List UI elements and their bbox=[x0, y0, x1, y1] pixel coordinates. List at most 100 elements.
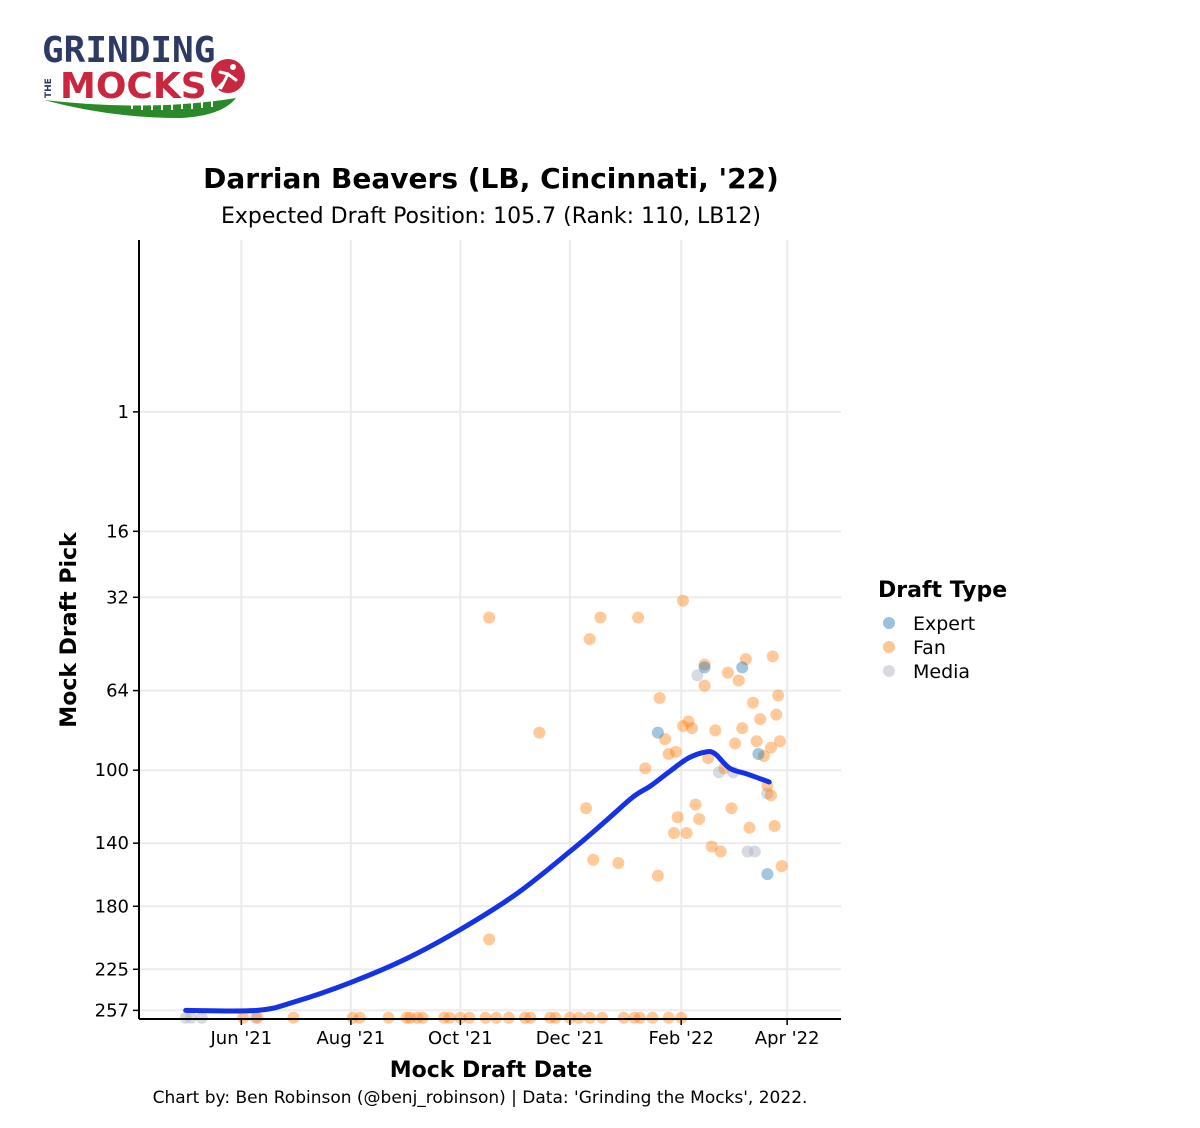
football-field-swoosh bbox=[44, 98, 236, 118]
media-point bbox=[712, 766, 725, 779]
y-axis-title: Mock Draft Pick bbox=[57, 531, 82, 728]
scatter-points bbox=[179, 594, 788, 1024]
media-point bbox=[195, 1011, 208, 1024]
expert-point bbox=[752, 747, 765, 760]
fan-point bbox=[580, 802, 593, 815]
fan-point bbox=[668, 826, 681, 839]
fan-point bbox=[612, 856, 625, 869]
y-tick-label: 180 bbox=[95, 896, 129, 917]
fan-point bbox=[563, 1011, 576, 1024]
legend-label-media: Media bbox=[913, 661, 970, 683]
legend-label-expert: Expert bbox=[913, 613, 975, 635]
x-tick-label: Feb '22 bbox=[648, 1028, 713, 1049]
expert-point bbox=[698, 661, 711, 674]
fan-point bbox=[479, 1011, 492, 1024]
fan-point bbox=[764, 789, 777, 802]
logo-the: THE bbox=[44, 78, 54, 98]
x-tick-label: Aug '21 bbox=[316, 1028, 385, 1049]
y-tick-label: 32 bbox=[106, 587, 129, 608]
fan-point bbox=[572, 1011, 585, 1024]
fan-point bbox=[750, 735, 763, 748]
fan-point bbox=[549, 1011, 562, 1024]
fan-point bbox=[287, 1011, 300, 1024]
fan-point bbox=[411, 1011, 424, 1024]
x-tick-labels: Jun '21 Aug '21 Oct '21 Dec '21 Feb '22 Apr '… bbox=[209, 1028, 819, 1049]
fan-point bbox=[709, 724, 722, 737]
y-tick-label: 225 bbox=[95, 959, 129, 980]
fan-point bbox=[483, 933, 496, 946]
fan-point bbox=[725, 802, 738, 815]
fan-point bbox=[596, 1011, 609, 1024]
media-point bbox=[249, 1011, 262, 1024]
y-tick-labels: 1 16 32 64 100 140 180 225 257 bbox=[95, 402, 129, 1021]
fan-point bbox=[237, 1011, 250, 1024]
media-point bbox=[748, 845, 761, 858]
fan-point bbox=[639, 762, 652, 775]
chart-caption: Chart by: Ben Robinson (@benj_robinson) … bbox=[153, 1088, 808, 1108]
fan-point bbox=[454, 1011, 467, 1024]
fan-point bbox=[524, 1011, 537, 1024]
fan-point bbox=[669, 745, 682, 758]
fan-point bbox=[770, 708, 783, 721]
fan-point bbox=[628, 1011, 641, 1024]
fan-point bbox=[533, 726, 546, 739]
fan-point bbox=[416, 1011, 429, 1024]
field-yard-lines bbox=[131, 100, 213, 110]
fan-point bbox=[714, 845, 727, 858]
fan-point bbox=[632, 611, 645, 624]
x-axis-title: Mock Draft Date bbox=[390, 1058, 593, 1083]
fan-point bbox=[754, 713, 767, 726]
fan-point bbox=[404, 1011, 417, 1024]
trend-line-layer bbox=[183, 749, 772, 1014]
x-tick-label: Apr '22 bbox=[755, 1028, 820, 1049]
legend-key-expert bbox=[883, 617, 895, 629]
fan-point bbox=[463, 1011, 476, 1024]
fan-point bbox=[651, 869, 664, 882]
grinding-the-mocks-logo: GRINDING THE MOCKS bbox=[42, 30, 245, 118]
fan-point bbox=[757, 750, 770, 763]
media-point bbox=[185, 1011, 198, 1024]
fan-point bbox=[659, 733, 672, 746]
legend-label-fan: Fan bbox=[913, 637, 946, 659]
fan-point bbox=[587, 853, 600, 866]
fan-point bbox=[680, 826, 693, 839]
legend-key-media bbox=[883, 665, 895, 677]
fan-point bbox=[483, 611, 496, 624]
fan-point bbox=[693, 812, 706, 825]
fan-point bbox=[519, 1011, 532, 1024]
fan-point bbox=[443, 1011, 456, 1024]
x-tick-label: Oct '21 bbox=[428, 1028, 493, 1049]
fan-point bbox=[768, 820, 781, 833]
fan-point bbox=[490, 1011, 503, 1024]
fan-point bbox=[747, 696, 760, 709]
fan-point bbox=[400, 1011, 413, 1024]
fan-point bbox=[698, 658, 711, 671]
fan-point bbox=[646, 1011, 659, 1024]
y-tick-label: 100 bbox=[95, 760, 129, 781]
fan-point bbox=[662, 1011, 675, 1024]
x-tick-label: Dec '21 bbox=[536, 1028, 604, 1049]
y-tick-label: 64 bbox=[106, 681, 129, 702]
fan-point bbox=[675, 1011, 688, 1024]
fan-point bbox=[671, 811, 684, 824]
fan-point bbox=[346, 1011, 359, 1024]
logo-line-mocks: MOCKS bbox=[60, 66, 207, 107]
y-tick-label: 1 bbox=[118, 402, 129, 423]
media-point bbox=[691, 669, 704, 682]
fan-point bbox=[729, 737, 742, 750]
fan-point bbox=[653, 691, 666, 704]
fan-point bbox=[689, 798, 702, 811]
fan-point bbox=[617, 1011, 630, 1024]
fan-point bbox=[682, 715, 695, 728]
legend-key-fan bbox=[883, 641, 895, 653]
fan-point bbox=[698, 679, 711, 692]
fan-point bbox=[743, 821, 756, 834]
y-tick-label: 257 bbox=[95, 1000, 129, 1021]
fan-point bbox=[633, 1011, 646, 1024]
fan-point bbox=[583, 633, 596, 646]
media-point bbox=[761, 787, 774, 800]
chart-subtitle: Expected Draft Position: 105.7 (Rank: 11… bbox=[221, 204, 761, 229]
